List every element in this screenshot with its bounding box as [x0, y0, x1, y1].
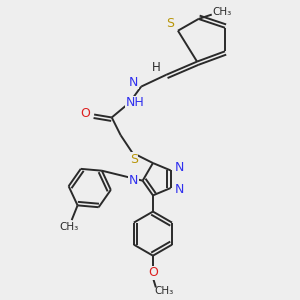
Text: N: N: [175, 183, 184, 196]
Text: CH₃: CH₃: [212, 7, 232, 16]
Text: N: N: [175, 161, 184, 174]
Text: O: O: [80, 106, 90, 120]
Text: CH₃: CH₃: [154, 286, 174, 296]
Text: O: O: [148, 266, 158, 279]
Text: H: H: [152, 61, 160, 74]
Text: S: S: [130, 153, 138, 166]
Text: CH₃: CH₃: [60, 222, 79, 233]
Text: S: S: [167, 17, 175, 30]
Text: N: N: [129, 174, 138, 187]
Text: N: N: [129, 76, 139, 89]
Text: NH: NH: [126, 96, 145, 109]
